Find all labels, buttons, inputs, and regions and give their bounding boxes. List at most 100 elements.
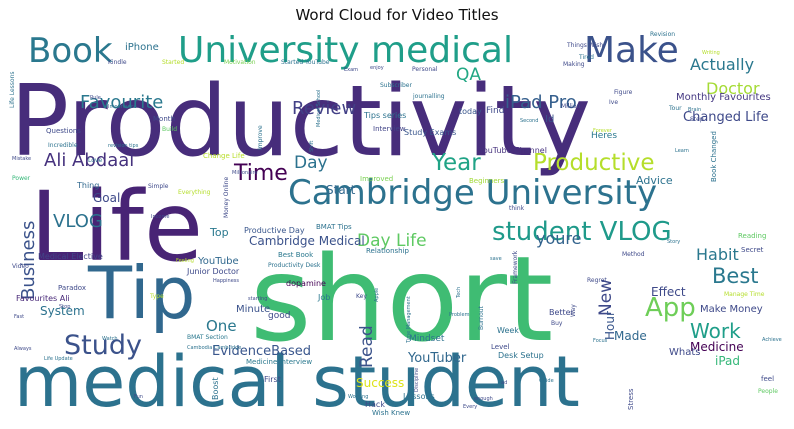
cloud-word: App [645,293,696,323]
cloud-word: Cambridge University [288,173,657,213]
cloud-word: Mindset [409,334,445,344]
cloud-word: Manage Time [724,291,765,298]
cloud-word: Money Online [223,177,230,218]
cloud-word: Every [463,404,477,410]
cloud-word: Tired [578,54,594,61]
cloud-word: Book Changed [710,131,718,182]
cloud-word: Focus [593,338,608,344]
cloud-word: Stress [627,388,635,410]
cloud-word: Life Lessons [9,71,16,108]
cloud-word: Everything [178,189,211,196]
cloud-word: Wish Knew [372,409,410,417]
cloud-word: YouTube [197,256,239,267]
cloud-word: Key [356,293,367,300]
cloud-word: Incredible [48,142,78,149]
cloud-word: First [264,375,281,384]
cloud-word: Income [151,214,169,220]
cloud-word: enough [474,396,493,402]
cloud-word: Medicine Interview [246,358,312,366]
cloud-word: Book [28,31,113,71]
cloud-word: Hack [365,400,385,409]
cloud-word: People [758,388,778,395]
cloud-word: Tour [668,105,682,112]
cloud-word: think [509,205,525,212]
cloud-word: Ali Abdaal [44,150,134,171]
cloud-word: Top [209,226,229,239]
cloud-word: Advice [636,174,673,187]
cloud-word: Build [162,126,177,133]
cloud-word: Video [12,263,29,270]
cloud-word: Paradox [58,284,86,292]
cloud-word: Simple [148,183,169,190]
cloud-word: feel [761,375,774,383]
cloud-word: Desk Setup [498,351,544,360]
cloud-word: Time [233,161,288,186]
cloud-word: New [596,279,616,316]
cloud-word: Regret [587,277,607,284]
cloud-word: Stop [59,304,70,310]
cloud-word: Learn [675,148,689,154]
cloud-word: Discipline [414,368,420,392]
cloud-word: Review [292,98,356,119]
cloud-word: Importance [108,104,137,110]
cloud-word: iPad [715,354,740,368]
cloud-word: Read [357,325,377,368]
cloud-word: Cambridge Medical [249,234,365,248]
cloud-word: Made [614,329,647,343]
cloud-word: Time Management [406,296,412,344]
cloud-word: Fun [134,394,143,400]
cloud-word: Minute [236,304,270,315]
cloud-word: iPad Pro [505,92,577,113]
cloud-word: Day Life [357,231,427,251]
cloud-word: BMAT Tips [316,223,352,231]
cloud-word: Relationship [366,247,410,255]
cloud-word: One [206,317,237,335]
cloud-word: Method [622,251,645,258]
cloud-word: Framework [512,250,519,284]
cloud-word: Lessons [403,392,435,401]
cloud-word: Start [326,183,356,197]
chart-title: Word Cloud for Video Titles [295,6,499,24]
cloud-word: System [40,304,85,318]
cloud-word: Make [584,30,679,71]
cloud-word: Productivity [10,65,591,179]
cloud-word: Feeling [176,258,194,264]
cloud-word: dopamine [286,279,326,288]
cloud-word: VLOG [53,211,103,232]
cloud-word: Change Life [203,152,245,160]
cloud-word: Beginners [469,177,505,185]
cloud-word: Day [294,153,328,173]
cloud-word: Success [356,376,404,390]
cloud-word: Thing [76,181,99,190]
cloud-word: student VLOG [492,217,672,247]
cloud-word: Medicine [690,340,744,354]
cloud-word: Tech [456,287,462,299]
cloud-word: Started YouTube [281,59,330,66]
cloud-word: Changed Life [683,110,769,125]
cloud-word: BMAT Section [187,334,228,341]
cloud-word: Kindle [108,59,127,66]
cloud-word: Find [486,106,504,116]
cloud-word: Improved [360,175,393,183]
cloud-word: Fast [14,314,24,320]
cloud-word: Productive Day [244,226,305,235]
cloud-word: Ive [609,99,618,106]
cloud-word: QA [456,65,481,85]
cloud-word: good [268,311,290,321]
cloud-word: Doctor [706,79,760,98]
cloud-word: medical student [14,341,580,423]
cloud-word: Working [348,394,368,400]
cloud-word: YouTuber [407,351,467,366]
cloud-word: Guide [539,378,554,384]
cloud-word: Millionaire [232,170,258,176]
cloud-word: Interview [373,125,406,133]
cloud-word: Mistake [12,156,31,162]
cloud-word: Making [563,61,585,68]
cloud-word: Business [18,221,39,300]
cloud-word: Forever [593,128,613,134]
cloud-word: Rule [90,95,101,101]
cloud-word: Hour [603,311,617,340]
cloud-word: Burnout [478,305,485,330]
cloud-word: Questions [46,127,81,135]
cloud-word: Work [690,319,741,343]
